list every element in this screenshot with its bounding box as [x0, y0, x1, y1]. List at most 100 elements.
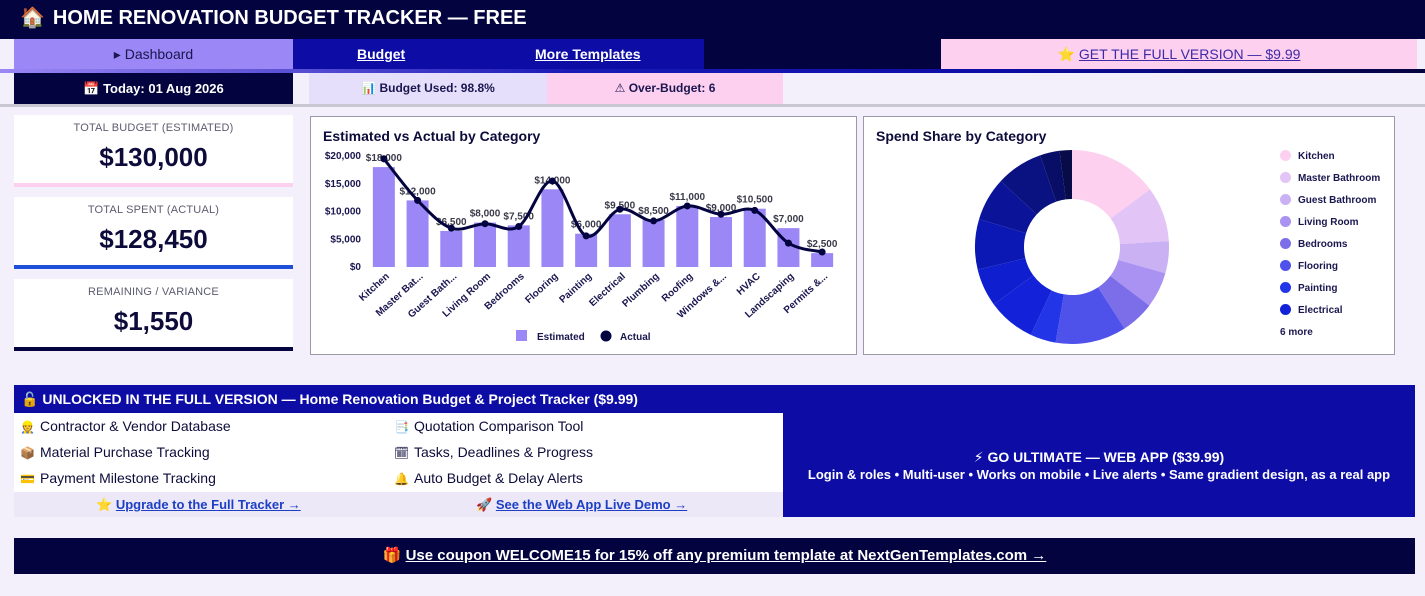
tab-dashboard[interactable]: ▸ Dashboard — [14, 39, 293, 69]
data-label: $12,000 — [399, 186, 436, 197]
legend-item: Flooring — [1280, 259, 1338, 274]
feature-label: Material Purchase Tracking — [40, 444, 210, 460]
go-ultimate-banner[interactable]: ⚡ GO ULTIMATE — WEB APP ($39.99) Login &… — [783, 413, 1415, 517]
donut-slice — [975, 219, 1027, 270]
legend-swatch — [1280, 259, 1291, 271]
data-label: $7,500 — [503, 211, 534, 222]
feature-label: Payment Milestone Tracking — [40, 470, 216, 486]
data-label: $8,500 — [638, 206, 669, 217]
star-icon: ⭐ — [1057, 46, 1076, 62]
data-label: $9,500 — [605, 200, 636, 211]
unlock-title: UNLOCKED IN THE FULL VERSION — Home Reno… — [42, 391, 638, 407]
legend-label: Flooring — [1298, 261, 1338, 272]
bell-icon: 🔔 — [394, 472, 409, 486]
get-full-version-link[interactable]: ⭐ GET THE FULL VERSION — $9.99 — [941, 39, 1417, 69]
lightning-icon: ⚡ — [973, 449, 984, 465]
chart-title: Estimated vs Actual by Category — [323, 128, 541, 144]
donut-chart-svg — [975, 150, 1169, 344]
kpi-label: TOTAL BUDGET (ESTIMATED) — [73, 122, 234, 134]
x-tick-label: Plumbing — [620, 271, 661, 310]
today-badge: 📅 Today: 01 Aug 2026 — [14, 73, 293, 104]
demo-link[interactable]: 🚀 See the Web App Live Demo → — [476, 492, 687, 517]
legend-swatch — [1280, 171, 1291, 183]
actual-point — [650, 217, 658, 225]
legend-actual-label: Actual — [620, 332, 651, 343]
over-budget-badge: ⚠ Over-Budget: 6 — [547, 73, 783, 104]
coupon-text: Use coupon WELCOME15 for 15% off any pre… — [405, 547, 1047, 564]
y-tick-label: $10,000 — [325, 207, 362, 218]
actual-point — [616, 205, 624, 213]
legend-swatch — [1280, 303, 1291, 315]
legend-label: Electrical — [1298, 305, 1343, 316]
legend-more[interactable]: 6 more — [1280, 327, 1313, 338]
donut-slice — [1000, 155, 1057, 215]
ultimate-title: ⚡ GO ULTIMATE — WEB APP ($39.99) — [783, 449, 1415, 466]
legend-label: Kitchen — [1298, 151, 1335, 162]
donut-slice — [1030, 290, 1064, 343]
feature-label: Quotation Comparison Tool — [414, 418, 584, 434]
kpi-total-budget: TOTAL BUDGET (ESTIMATED) $130,000 — [14, 115, 293, 187]
bar-estimated — [507, 225, 530, 267]
kpi-value: $1,550 — [113, 306, 194, 336]
donut-slice — [993, 275, 1052, 335]
tab-budget[interactable]: Budget — [357, 46, 406, 62]
checklist-icon: 🗓 — [394, 446, 410, 460]
bar-estimated — [372, 167, 395, 267]
donut-slice — [1118, 241, 1169, 274]
legend-label: Master Bathroom — [1298, 173, 1381, 184]
data-label: $10,500 — [737, 195, 774, 206]
actual-line — [382, 157, 823, 254]
page-title: HOME RENOVATION BUDGET TRACKER — FREE — [52, 7, 527, 29]
feature-item: 👷 Contractor & Vendor Database — [20, 416, 231, 436]
legend-label: Painting — [1298, 283, 1338, 294]
bar-estimated — [406, 200, 429, 267]
calendar-icon: 📅 — [83, 81, 100, 96]
kpi-label: TOTAL SPENT (ACTUAL) — [87, 204, 220, 216]
legend-swatch — [1280, 281, 1291, 293]
donut-slice — [1059, 150, 1072, 200]
feature-item: 🔔 Auto Budget & Delay Alerts — [394, 468, 583, 488]
nav-link-group: Budget More Templates — [293, 39, 704, 69]
donut-slice — [977, 258, 1034, 305]
legend-actual-swatch — [600, 330, 612, 342]
bar-estimated — [743, 208, 766, 267]
kpi-value: $130,000 — [99, 142, 208, 172]
star-icon: ⭐ — [96, 497, 113, 512]
tab-more-templates[interactable]: More Templates — [535, 46, 641, 62]
actual-point — [717, 210, 725, 218]
unlock-header: 🔓 UNLOCKED IN THE FULL VERSION — Home Re… — [14, 385, 1415, 413]
data-label: $7,000 — [773, 214, 804, 225]
legend-item: Living Room — [1280, 215, 1359, 230]
legend-estimated-swatch — [516, 330, 527, 341]
legend-item: Master Bathroom — [1280, 171, 1381, 186]
kpi-value: $128,450 — [99, 224, 208, 254]
bar-estimated — [676, 205, 699, 267]
actual-point — [818, 248, 826, 256]
bar-estimated — [541, 189, 564, 267]
lock-icon: 🔓 — [21, 391, 39, 407]
data-label: $6,500 — [436, 217, 467, 228]
actual-point — [548, 177, 556, 185]
x-tick-label: Flooring — [523, 271, 560, 306]
donut-slice — [1040, 150, 1066, 202]
coupon-banner[interactable]: 🎁 Use coupon WELCOME15 for 15% off any p… — [14, 538, 1415, 574]
actual-point — [414, 196, 422, 204]
donut-slice — [1110, 189, 1169, 245]
chart-title: Spend Share by Category — [876, 128, 1047, 144]
bar-estimated — [474, 222, 496, 267]
feature-label: Contractor & Vendor Database — [40, 418, 231, 434]
y-tick-label: $20,000 — [325, 151, 362, 162]
y-tick-label: $5,000 — [330, 234, 361, 245]
warning-icon: ⚠ — [614, 81, 626, 95]
kpi-total-spent: TOTAL SPENT (ACTUAL) $128,450 — [14, 197, 293, 269]
legend-item: Guest Bathroom — [1280, 193, 1376, 208]
get-full-version-label: GET THE FULL VERSION — $9.99 — [1078, 46, 1301, 62]
actual-point — [515, 222, 523, 230]
legend-swatch — [1280, 237, 1291, 249]
donut-slice — [1098, 275, 1150, 329]
upgrade-link[interactable]: ⭐ Upgrade to the Full Tracker → — [96, 492, 301, 517]
today-label: Today: — [103, 81, 145, 96]
actual-point — [784, 239, 792, 247]
box-icon: 📦 — [20, 446, 35, 460]
card-icon: 💳 — [20, 472, 35, 486]
